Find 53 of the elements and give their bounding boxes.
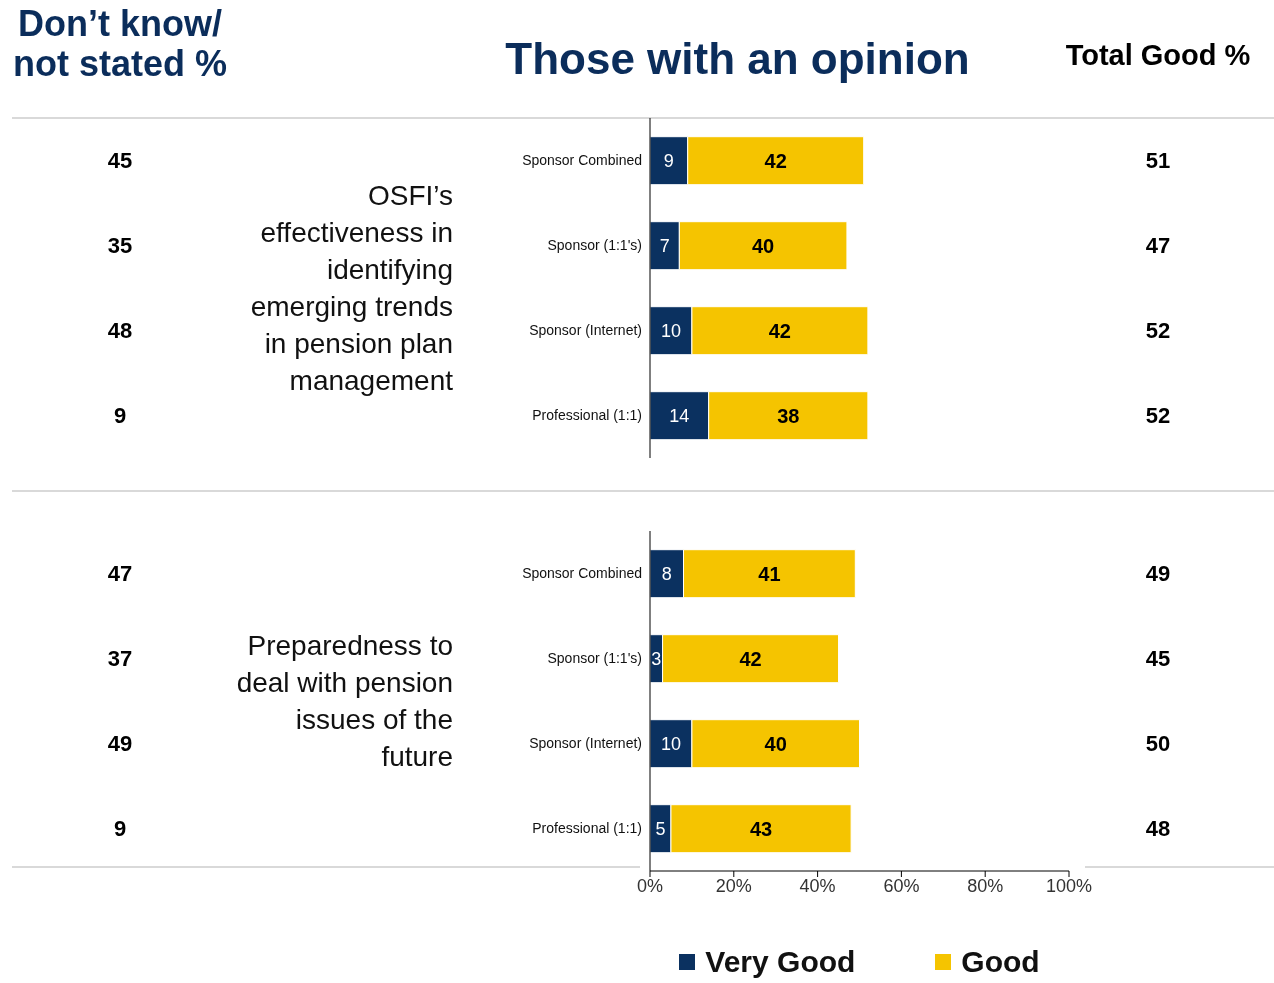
data-label: 10 <box>660 734 681 755</box>
data-label: 9 <box>112 402 128 429</box>
x-tick-label: 60% <box>883 875 920 896</box>
data-label: 41 <box>758 562 781 585</box>
x-tick-label: 80% <box>967 875 1004 896</box>
data-label: 7 <box>659 236 670 257</box>
data-label: 47 <box>1144 232 1172 259</box>
y-tick-label: Sponsor (1:1's) <box>547 237 642 254</box>
y-axis-title: OSFI’s effectiveness in identifying emerging trends in pension plan management <box>249 179 453 398</box>
data-label: 35 <box>106 232 134 259</box>
data-label: 38 <box>777 404 800 427</box>
y-tick-label: Sponsor Combined <box>522 565 642 582</box>
data-label: 52 <box>1144 317 1172 344</box>
data-label: 42 <box>739 647 762 670</box>
data-label: 45 <box>106 147 134 174</box>
legend-label: Good <box>961 945 1040 979</box>
data-label: 40 <box>752 234 775 257</box>
x-tick-label: 0% <box>636 875 664 896</box>
data-label: 3 <box>651 649 662 670</box>
y-tick-label: Sponsor (Internet) <box>529 322 642 339</box>
chart-title: Those with an opinion <box>504 34 971 84</box>
data-label: 48 <box>106 317 134 344</box>
legend-label: Very Good <box>705 945 856 979</box>
data-label: 9 <box>663 151 674 172</box>
data-label: 42 <box>768 319 792 342</box>
data-label: 43 <box>749 817 773 840</box>
x-tick-label: 20% <box>715 875 752 896</box>
data-label: 48 <box>1144 815 1172 842</box>
y-tick-label: Sponsor (Internet) <box>529 735 642 752</box>
data-label: 47 <box>106 560 134 587</box>
x-tick-label: 40% <box>799 875 836 896</box>
data-label: 40 <box>764 732 787 755</box>
data-label: 37 <box>106 645 134 672</box>
data-label: 45 <box>1144 645 1172 672</box>
y-axis-title: Preparedness to deal with pension issues of the future <box>235 629 453 774</box>
data-label: 42 <box>764 149 787 172</box>
text: Don’t know/ not stated % <box>12 3 228 84</box>
data-label: 10 <box>660 321 681 342</box>
data-label: 49 <box>106 730 134 757</box>
y-tick-label: Professional (1:1) <box>532 820 642 837</box>
data-label: 52 <box>1144 402 1172 429</box>
data-label: 5 <box>655 819 666 840</box>
y-tick-label: Sponsor Combined <box>522 152 642 169</box>
y-tick-label: Sponsor (1:1's) <box>547 650 642 667</box>
x-tick-label: 100% <box>1045 875 1093 896</box>
data-label: 9 <box>112 815 128 842</box>
data-label: 49 <box>1144 560 1172 587</box>
data-label: 14 <box>669 406 690 427</box>
data-label: 8 <box>661 564 672 585</box>
y-tick-label: Professional (1:1) <box>532 407 642 424</box>
text: Total Good % <box>1064 38 1252 72</box>
data-label: 50 <box>1144 730 1172 757</box>
data-label: 51 <box>1144 147 1172 174</box>
